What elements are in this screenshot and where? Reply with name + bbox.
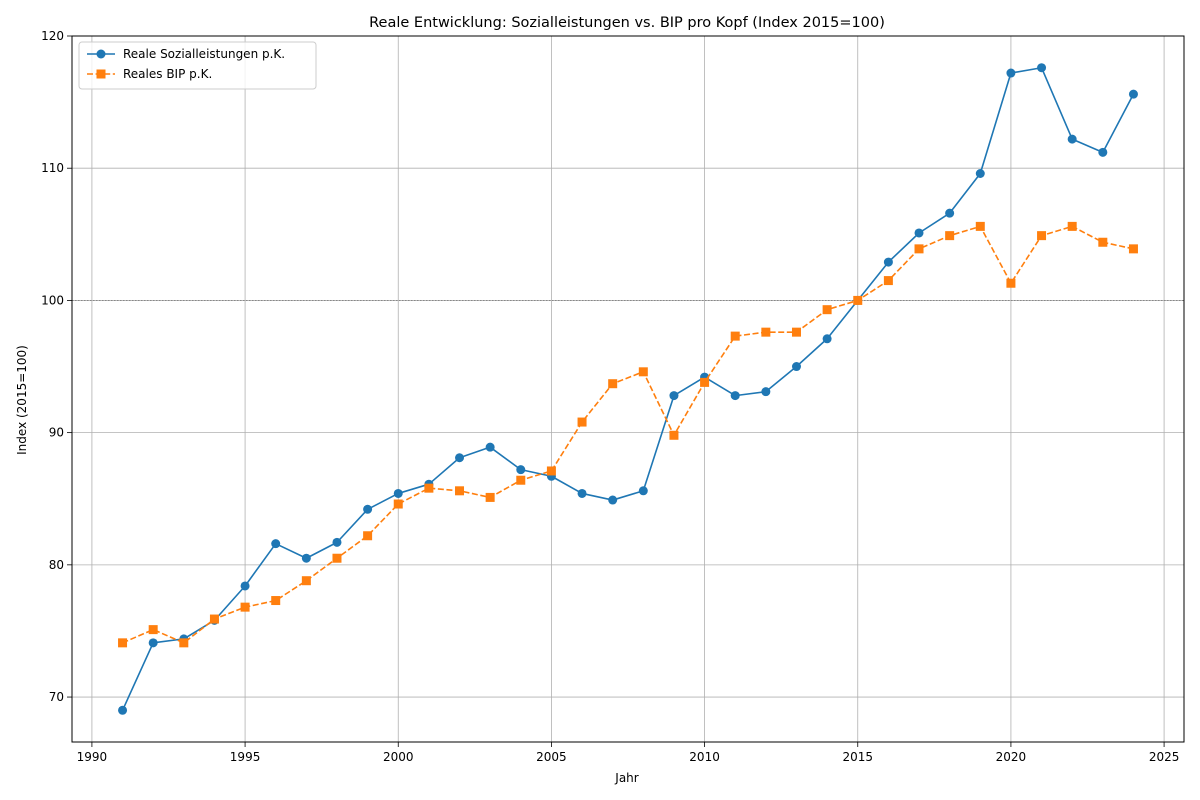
x-tick-label: 2005 xyxy=(536,750,567,764)
series-2-point xyxy=(424,483,434,493)
y-tick-label: 110 xyxy=(41,161,64,175)
series-1-point xyxy=(945,208,955,218)
series-1-point xyxy=(301,553,311,563)
series-1-point xyxy=(1128,89,1138,99)
series-2-point xyxy=(1006,278,1016,288)
series-1-point xyxy=(1098,147,1108,157)
series-group xyxy=(118,63,1138,715)
series-2-point xyxy=(546,466,556,476)
series-2-point xyxy=(1067,221,1077,231)
series-2-line xyxy=(122,225,1134,644)
series-1-point xyxy=(638,486,648,496)
series-1-point xyxy=(914,228,924,238)
x-tick-label: 1990 xyxy=(77,750,108,764)
series-2-point xyxy=(608,379,618,389)
series-2-point xyxy=(945,231,955,241)
x-tick-label: 2020 xyxy=(996,750,1027,764)
series-2-point xyxy=(700,377,710,387)
x-tick-label: 2000 xyxy=(383,750,414,764)
y-axis: 70 80 90 100 110 120 xyxy=(41,29,72,704)
legend-marker-1 xyxy=(96,49,106,59)
series-2-point xyxy=(853,295,863,305)
series-1-point xyxy=(455,453,465,463)
series-1-point xyxy=(516,465,526,475)
series-2-point xyxy=(240,602,250,612)
x-tick-label: 1995 xyxy=(230,750,261,764)
series-2-point xyxy=(1128,244,1138,254)
series-1-point xyxy=(761,387,771,397)
plot-area-frame xyxy=(71,35,1185,743)
y-axis-title: Index (2015=100) xyxy=(15,345,29,455)
series-1 xyxy=(118,63,1138,715)
series-1-point xyxy=(332,537,342,547)
legend-label-2: Reales BIP p.K. xyxy=(123,67,212,81)
series-2-point xyxy=(822,305,832,315)
series-2-point xyxy=(730,331,740,341)
series-1-point xyxy=(393,488,403,498)
y-tick-label: 90 xyxy=(49,426,64,440)
chart-title: Reale Entwicklung: Sozialleistungen vs. … xyxy=(369,15,885,31)
series-1-line xyxy=(121,66,1135,711)
series-2-point xyxy=(363,531,373,541)
x-tick-label: 2025 xyxy=(1149,750,1180,764)
series-1-point xyxy=(1067,134,1077,144)
series-2-point xyxy=(975,221,985,231)
legend: Reale Sozialleistungen p.K. Reales BIP p.… xyxy=(78,41,317,90)
series-1-point xyxy=(822,334,832,344)
series-2-point xyxy=(883,276,893,286)
series-2-point xyxy=(332,553,342,563)
series-2-point xyxy=(148,625,158,635)
series-2-point xyxy=(516,475,526,485)
legend-label-1: Reale Sozialleistungen p.K. xyxy=(123,47,285,61)
y-tick-label: 70 xyxy=(49,690,64,704)
series-2 xyxy=(118,221,1138,648)
series-2-point xyxy=(1037,231,1047,241)
series-2-point xyxy=(118,638,128,648)
x-tick-label: 2015 xyxy=(842,750,873,764)
series-1-point xyxy=(577,488,587,498)
x-axis: 1990 1995 2000 2005 2010 2015 2020 2025 xyxy=(77,742,1180,764)
y-tick-label: 100 xyxy=(41,293,64,307)
series-2-point xyxy=(791,327,801,337)
series-1-point xyxy=(148,638,158,648)
series-1-point xyxy=(485,442,495,452)
series-2-point xyxy=(271,596,281,606)
y-tick-label: 120 xyxy=(41,29,64,43)
series-1-point xyxy=(791,362,801,372)
series-2-point xyxy=(209,614,219,624)
series-1-point xyxy=(883,257,893,267)
y-tick-label: 80 xyxy=(49,558,64,572)
series-1-point xyxy=(240,581,250,591)
series-1-point xyxy=(730,391,740,401)
series-1-point xyxy=(1037,63,1047,73)
series-1-point xyxy=(975,168,985,178)
legend-box xyxy=(78,41,317,90)
series-1-point xyxy=(363,504,373,514)
series-2-point xyxy=(761,327,771,337)
series-2-point xyxy=(669,430,679,440)
x-axis-title: Jahr xyxy=(614,771,638,785)
series-2-point xyxy=(455,486,465,496)
series-2-point xyxy=(577,417,587,427)
series-2-point xyxy=(179,638,189,648)
x-tick-label: 2010 xyxy=(689,750,720,764)
series-1-point xyxy=(271,539,281,549)
series-1-point xyxy=(118,705,128,715)
series-2-point xyxy=(485,492,495,502)
series-2-point xyxy=(638,367,648,377)
series-2-point xyxy=(1098,237,1108,247)
series-2-point xyxy=(914,244,924,254)
series-1-point xyxy=(1006,68,1016,78)
legend-marker-2 xyxy=(96,69,106,79)
series-1-point xyxy=(669,391,679,401)
series-1-point xyxy=(608,495,618,505)
series-2-point xyxy=(301,576,311,586)
series-2-point xyxy=(393,499,403,509)
